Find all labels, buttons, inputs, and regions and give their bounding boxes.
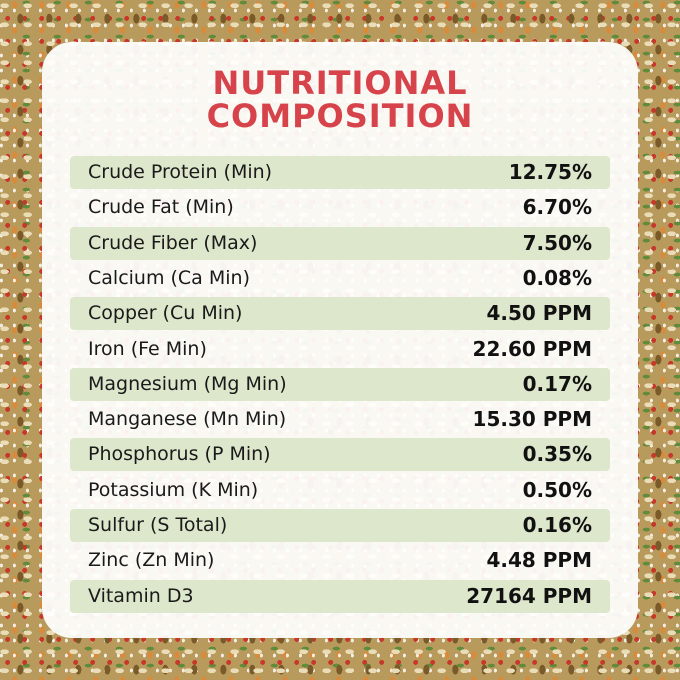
nutrient-value: 0.35%	[522, 442, 592, 467]
nutrient-name: Copper (Cu Min)	[88, 302, 243, 325]
table-row: Crude Fiber (Max) 7.50%	[70, 226, 610, 260]
nutrient-name: Crude Fiber (Max)	[88, 231, 258, 254]
nutrient-value: 22.60 PPM	[472, 336, 592, 361]
nutrient-value: 0.50%	[522, 477, 592, 502]
card: NUTRITIONAL COMPOSITION Crude Protein (M…	[42, 42, 638, 638]
nutrient-value: 0.17%	[522, 371, 592, 396]
table-row: Sulfur (S Total) 0.16%	[70, 509, 610, 542]
nutrient-name: Phosphorus (P Min)	[88, 443, 271, 466]
table-row: Calcium (Ca Min) 0.08%	[70, 262, 610, 295]
table-row: Vitamin D3 27164 PPM	[70, 579, 610, 613]
title-line: NUTRITIONAL	[212, 64, 468, 102]
nutrient-name: Vitamin D3	[88, 584, 194, 607]
table-row: Manganese (Mn Min) 15.30 PPM	[70, 403, 610, 436]
table-row: Zinc (Zn Min) 4.48 PPM	[70, 544, 610, 577]
table-row: Crude Protein (Min) 12.75%	[70, 156, 610, 189]
nutrient-name: Zinc (Zn Min)	[88, 549, 215, 572]
nutrient-value: 0.08%	[522, 265, 592, 290]
table-row: Iron (Fe Min) 22.60 PPM	[70, 333, 610, 366]
nutrient-value: 15.30 PPM	[472, 407, 592, 432]
table-row: Magnesium (Mg Min) 0.17%	[70, 367, 610, 401]
nutrient-value: 6.70%	[522, 195, 592, 220]
table-row: Potassium (K Min) 0.50%	[70, 474, 610, 507]
nutrient-name: Manganese (Mn Min)	[88, 408, 287, 431]
nutrient-name: Calcium (Ca Min)	[88, 266, 250, 289]
table-row: Phosphorus (P Min) 0.35%	[70, 438, 610, 472]
nutrient-value: 12.75%	[508, 160, 592, 184]
nutrient-value: 4.50 PPM	[486, 301, 592, 326]
table-row: Crude Fat (Min) 6.70%	[70, 191, 610, 224]
nutrient-name: Iron (Fe Min)	[88, 337, 207, 360]
nutrient-name: Crude Protein (Min)	[88, 161, 273, 183]
nutrient-name: Potassium (K Min)	[88, 478, 259, 501]
nutrient-value: 0.16%	[522, 513, 592, 537]
nutrient-value: 7.50%	[522, 230, 592, 255]
nutrient-name: Magnesium (Mg Min)	[88, 372, 287, 395]
title-line: COMPOSITION	[206, 97, 474, 135]
nutrient-name: Sulfur (S Total)	[88, 514, 228, 536]
nutrient-value: 27164 PPM	[466, 583, 592, 608]
nutrient-name: Crude Fat (Min)	[88, 196, 234, 219]
nutrient-value: 4.48 PPM	[486, 548, 592, 573]
table-row: Copper (Cu Min) 4.50 PPM	[70, 297, 610, 331]
